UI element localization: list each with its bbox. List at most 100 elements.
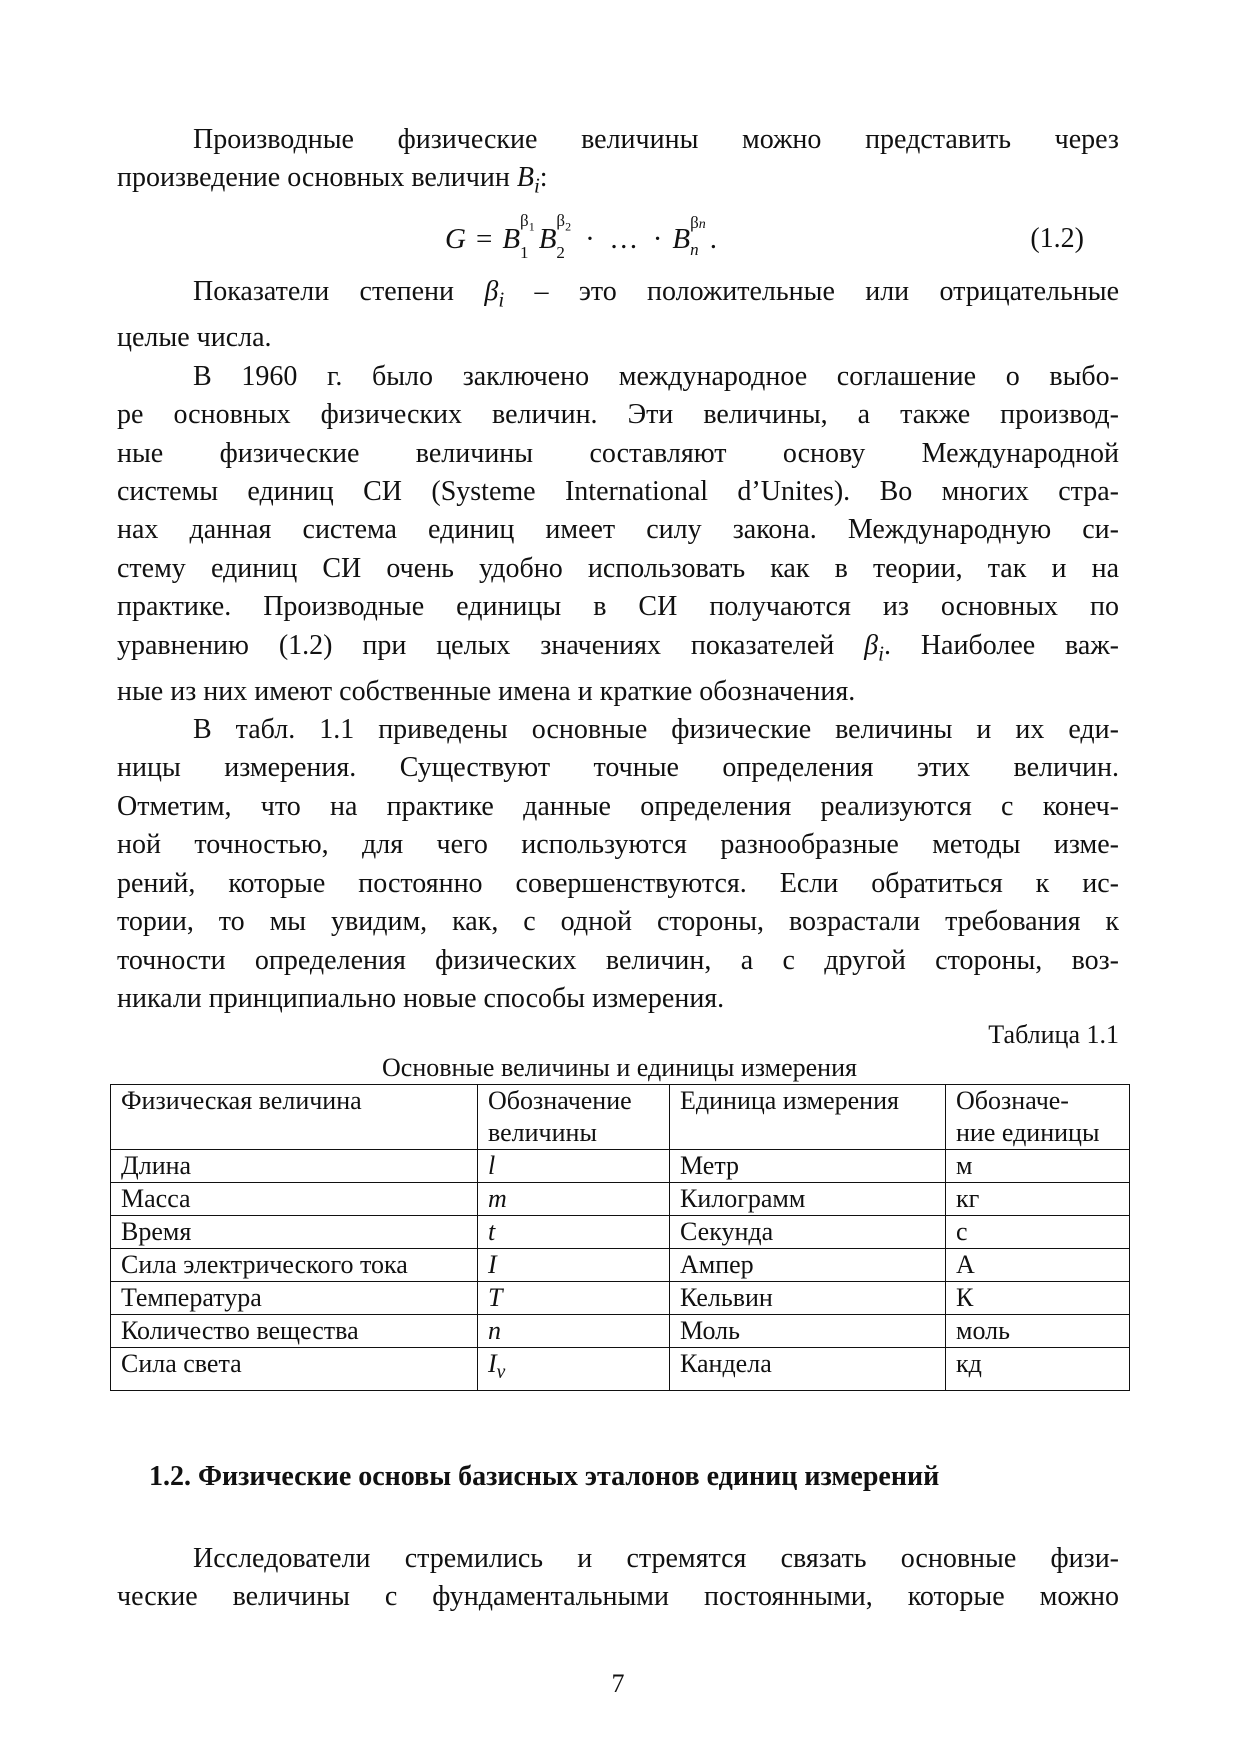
table-header-cell: Обозначение величины xyxy=(477,1084,670,1151)
table-header-row: Физическая величина Обозначение величины Ед… xyxy=(110,1084,1130,1151)
text-line: системы единиц СИ (Systeme International… xyxy=(117,476,1119,508)
text-line: точности определения физических величин,… xyxy=(117,944,1119,976)
text-line: Показатели степени βi – это положительны… xyxy=(193,276,1119,312)
formula-base: B xyxy=(672,222,691,255)
table-header-cell: Единица измерения xyxy=(669,1084,946,1151)
table-cell: Килограмм xyxy=(669,1182,946,1217)
table-cell: м xyxy=(945,1149,1130,1184)
text-line: Производные физические величины можно пр… xyxy=(193,124,1119,155)
formula-lhs: G xyxy=(445,222,466,255)
table-cell: I xyxy=(477,1248,670,1283)
text-line: В 1960 г. было заключено международное с… xyxy=(193,360,1119,392)
table-cell: моль xyxy=(945,1314,1130,1349)
text-line: практике. Производные единицы в СИ получ… xyxy=(117,591,1119,623)
page-number: 7 xyxy=(611,1669,625,1699)
table-cell: кд xyxy=(945,1347,1130,1391)
text-line: ческие величины с фундаментальными посто… xyxy=(117,1580,1119,1612)
formula-sub: 1 xyxy=(520,242,529,262)
header-line: Физическая величина xyxy=(121,1086,362,1116)
table-cell: Кельвин xyxy=(669,1281,946,1316)
section-heading: 1.2. Физические основы базисных эталонов… xyxy=(149,1460,940,1492)
table-row: Температура T Кельвин К xyxy=(110,1281,1130,1316)
header-line: ние единицы xyxy=(956,1118,1100,1148)
header-line: Обозначе- xyxy=(956,1086,1069,1116)
table-cell: Температура xyxy=(110,1281,478,1316)
table-cell: Iv xyxy=(477,1347,670,1391)
table-row: Время t Секунда с xyxy=(110,1215,1130,1250)
paragraph-4: В табл. 1.1 приведены основные физически… xyxy=(117,711,1119,1018)
formula-sub: n xyxy=(690,240,699,260)
table-row: Количество вещества n Моль моль xyxy=(110,1314,1130,1349)
text-line: ные физические величины составляют основ… xyxy=(117,437,1119,469)
text-line: ре основных физических величин. Эти вели… xyxy=(117,399,1119,431)
table-cell: Длина xyxy=(110,1149,478,1184)
text-line: Отметим, что на практике данные определе… xyxy=(117,790,1119,822)
document-page: Производные физические величины можно пр… xyxy=(110,0,1130,1699)
table-row: Длина l Метр м xyxy=(110,1149,1130,1184)
text-line: В табл. 1.1 приведены основные физически… xyxy=(193,714,1119,746)
formula-indices: βn n xyxy=(690,214,706,260)
table-cell: Секунда xyxy=(669,1215,946,1250)
header-line: Обозначение xyxy=(488,1086,632,1116)
formula-sup: β xyxy=(520,211,529,231)
formula-base: B xyxy=(538,222,557,255)
table-cell: Сила света xyxy=(110,1347,478,1391)
table-cell: l xyxy=(477,1149,670,1184)
header-line xyxy=(121,1117,467,1149)
table-cell: Время xyxy=(110,1215,478,1250)
paragraph-1: Производные физические величины можно пр… xyxy=(117,121,1119,205)
header-line: Единица измерения xyxy=(680,1086,899,1116)
table-header-cell: Обозначе-ние единицы xyxy=(945,1084,1130,1151)
table-cell: кг xyxy=(945,1182,1130,1217)
header-line xyxy=(680,1117,935,1149)
text-line: ные из них имеют собственные имена и кра… xyxy=(117,675,856,707)
table-cell: с xyxy=(945,1215,1130,1250)
table-cell: Кандела xyxy=(669,1347,946,1391)
text-line: целые числа. xyxy=(117,322,272,354)
table-cell: m xyxy=(477,1182,670,1217)
table-cell: К xyxy=(945,1281,1130,1316)
table-cell: t xyxy=(477,1215,670,1250)
formula-sub: 2 xyxy=(556,242,565,262)
table-cell: Масса xyxy=(110,1182,478,1217)
table-cell: А xyxy=(945,1248,1130,1283)
table-caption: Основные величины и единицы измерения xyxy=(382,1053,857,1083)
formula-row: G = B β1 1 B β2 2 · … · B βn n . (1.2) xyxy=(117,205,1119,273)
table-row: Сила света Iv Кандела кд xyxy=(110,1347,1130,1391)
text-line: стему единиц СИ очень удобно использоват… xyxy=(117,552,1119,584)
paragraph-2: Показатели степени βi – это положительны… xyxy=(117,273,1119,357)
formula-sup-index: 2 xyxy=(565,219,572,234)
text-line: произведение основных величин Bi: xyxy=(117,162,548,198)
formula-sup: β xyxy=(556,211,566,231)
equation-number: (1.2) xyxy=(1030,223,1084,255)
table-row: Масса m Килограмм кг xyxy=(110,1182,1130,1217)
table-row: Сила электрического тока I Ампер А xyxy=(110,1248,1130,1283)
text-line: Исследователи стремились и стремятся свя… xyxy=(193,1542,1119,1574)
text-line: ницы измерения. Существуют точные опреде… xyxy=(117,752,1119,784)
text-line: уравнению (1.2) при целых значениях пока… xyxy=(117,629,1119,666)
formula-dots: · … · xyxy=(585,222,663,255)
table-label: Таблица 1.1 xyxy=(988,1020,1119,1050)
formula-1-2: G = B β1 1 B β2 2 · … · B βn n . xyxy=(445,212,718,262)
table-cell: Метр xyxy=(669,1149,946,1184)
text-line: тории, то мы увидим, как, с одной сторон… xyxy=(117,906,1119,938)
table-header-cell: Физическая величина xyxy=(110,1084,478,1151)
text-line: рений, которые постоянно совершенствуютс… xyxy=(117,867,1119,899)
paragraph-5: Исследователи стремились и стремятся свя… xyxy=(117,1540,1119,1617)
formula-sup-index: n xyxy=(698,217,706,233)
formula-equals: = xyxy=(475,222,493,255)
table-cell: T xyxy=(477,1281,670,1316)
text-line: ной точностью, для чего используются раз… xyxy=(117,829,1119,861)
units-table: Физическая величина Обозначение величины Ед… xyxy=(110,1084,1130,1391)
header-line: величины xyxy=(488,1118,597,1148)
table-cell: n xyxy=(477,1314,670,1349)
table-cell: Сила электрического тока xyxy=(110,1248,478,1283)
table-cell: Количество вещества xyxy=(110,1314,478,1349)
formula-end: . xyxy=(709,222,718,255)
formula-base: B xyxy=(502,222,521,255)
formula-sup-index: 1 xyxy=(528,219,535,234)
paragraph-3: В 1960 г. было заключено международное с… xyxy=(117,358,1119,711)
table-cell: Ампер xyxy=(669,1248,946,1283)
text-line: никали принципиально новые способы измер… xyxy=(117,982,725,1014)
table-cell: Моль xyxy=(669,1314,946,1349)
